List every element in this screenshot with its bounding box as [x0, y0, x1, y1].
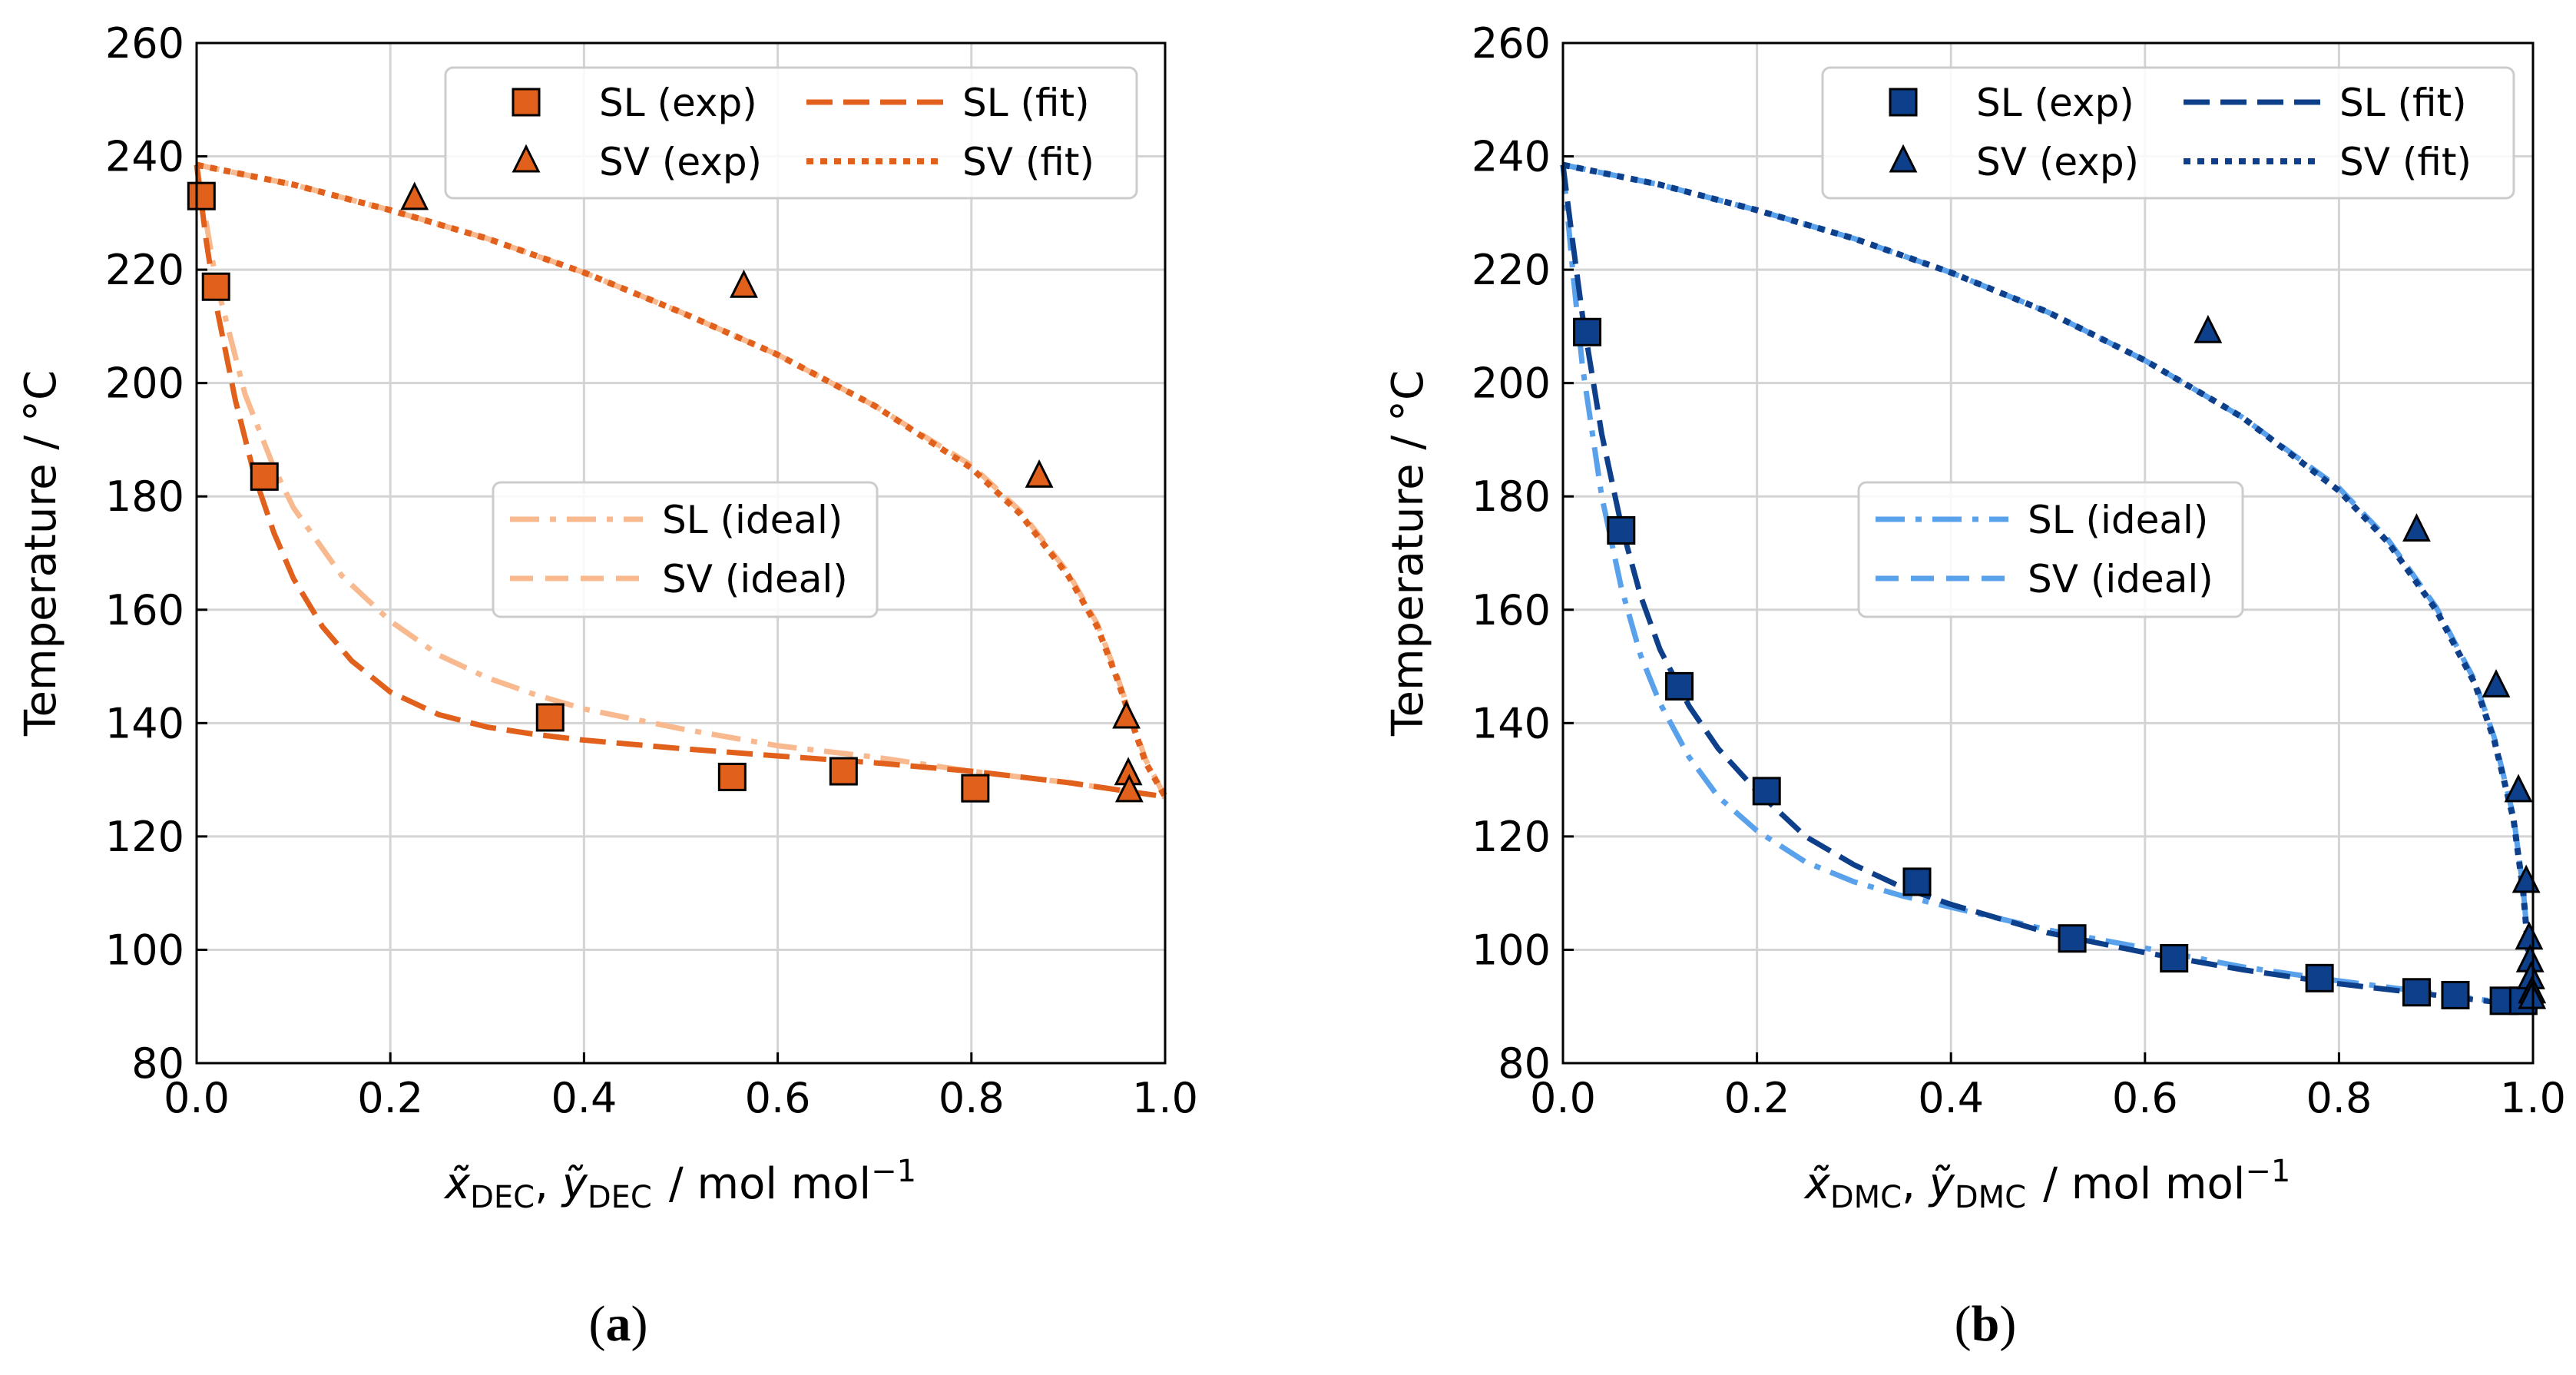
y-tick-label: 100 — [1472, 926, 1551, 974]
y-tick-label: 140 — [1472, 699, 1551, 747]
x-axis-label: x̃DMC, ỹDMC / mol mol−1 — [1803, 1154, 2291, 1215]
legend-label: SL (ideal) — [2028, 498, 2208, 542]
y-tick-label: 260 — [1472, 19, 1551, 68]
y-tick-label: 100 — [105, 926, 184, 974]
y-tick-label: 200 — [105, 359, 184, 408]
y-tick-label: 80 — [131, 1039, 184, 1088]
chart-panel-a: 0.0 0.2 0.4 0.6 0.8 1.0 80 100 120 140 160 180 200 22… — [16, 19, 1198, 1352]
x-tick-label: 0.2 — [1724, 1074, 1790, 1122]
x-tick-label: 0.6 — [745, 1074, 811, 1122]
sl-exp-point — [1608, 517, 1634, 543]
y-tick-label: 240 — [105, 133, 184, 181]
legend-label: SV (ideal) — [662, 557, 848, 601]
sl-exp-point — [2161, 946, 2187, 972]
legend-ideal: SL (ideal) SV (ideal) — [493, 482, 877, 617]
legend-label: SL (ideal) — [662, 498, 843, 542]
sl-exp-point — [203, 273, 229, 300]
sl-exp-point — [251, 463, 277, 489]
y-tick-label: 180 — [1472, 472, 1551, 521]
sl-exp-point — [2059, 926, 2085, 952]
sl-exp-point — [2403, 979, 2429, 1006]
figure: 0.0 0.2 0.4 0.6 0.8 1.08010012014016018020022… — [0, 0, 2576, 1375]
x-tick-label: 0.2 — [357, 1074, 423, 1122]
sl-exp-point — [962, 775, 988, 801]
sl-exp-point — [830, 758, 856, 784]
x-tick-label: 0.4 — [1918, 1074, 1984, 1122]
legend-label: SL (exp) — [599, 81, 757, 125]
y-tick-label: 160 — [105, 586, 184, 634]
sl-exp-point — [1574, 319, 1601, 345]
y-tick-label: 200 — [1472, 359, 1551, 408]
legend-square-icon — [513, 89, 539, 115]
legend-ideal: SL (ideal) SV (ideal) — [1859, 482, 2243, 617]
sl-exp-point — [2442, 982, 2468, 1008]
y-tick-label: 140 — [105, 699, 184, 747]
legend-square-icon — [1890, 89, 1916, 115]
legend-label: SV (fit) — [2339, 140, 2472, 184]
panel-label-b: (b) — [1955, 1296, 2017, 1352]
x-tick-label: 0.4 — [551, 1074, 617, 1122]
legend-label: SV (exp) — [599, 140, 762, 184]
legend-label: SL (fit) — [962, 81, 1090, 125]
legend-label: SV (ideal) — [2028, 557, 2213, 601]
sl-exp-point — [2306, 965, 2333, 991]
y-tick-label: 260 — [105, 19, 184, 68]
legend-label: SV (fit) — [962, 140, 1094, 184]
y-tick-label: 180 — [105, 472, 184, 521]
legend-main: SL (exp) SV (exp) SL (fit) SV (fit) — [445, 68, 1137, 198]
sl-exp-point — [719, 764, 745, 790]
x-tick-label: 0.8 — [2306, 1074, 2372, 1122]
y-tick-label: 160 — [1472, 586, 1551, 634]
legend-label: SV (exp) — [1976, 140, 2139, 184]
legend-main: SL (exp) SV (exp) SL (fit) SV (fit) — [1823, 68, 2514, 198]
legend-label: SL (exp) — [1976, 81, 2134, 125]
x-tick-label: 0.8 — [939, 1074, 1005, 1122]
x-tick-label: 1.0 — [1132, 1074, 1198, 1122]
sl-exp-point — [537, 704, 563, 731]
y-tick-label: 240 — [1472, 133, 1551, 181]
sl-exp-point — [1753, 778, 1780, 804]
x-tick-label: 0.6 — [2112, 1074, 2178, 1122]
x-axis-label: x̃DEC, ỹDEC / mol mol−1 — [443, 1154, 916, 1215]
y-tick-label: 120 — [1472, 813, 1551, 861]
y-tick-label: 80 — [1498, 1039, 1551, 1088]
y-tick-label: 220 — [1472, 246, 1551, 294]
sl-exp-point — [1904, 869, 1930, 895]
chart-panel-b: 0.0 0.2 0.4 0.6 0.8 1.0 80 100 120 140 160 180 200 22… — [1383, 19, 2566, 1352]
y-tick-label: 120 — [105, 813, 184, 861]
panel-label-a: (a) — [589, 1296, 648, 1352]
y-axis-label: Temperature / °C — [1383, 370, 1433, 737]
sl-exp-point — [188, 183, 214, 209]
y-tick-label: 220 — [105, 246, 184, 294]
sl-exp-point — [1667, 673, 1693, 699]
y-axis-label: Temperature / °C — [16, 370, 66, 737]
legend-label: SL (fit) — [2339, 81, 2467, 125]
x-tick-label: 1.0 — [2500, 1074, 2566, 1122]
